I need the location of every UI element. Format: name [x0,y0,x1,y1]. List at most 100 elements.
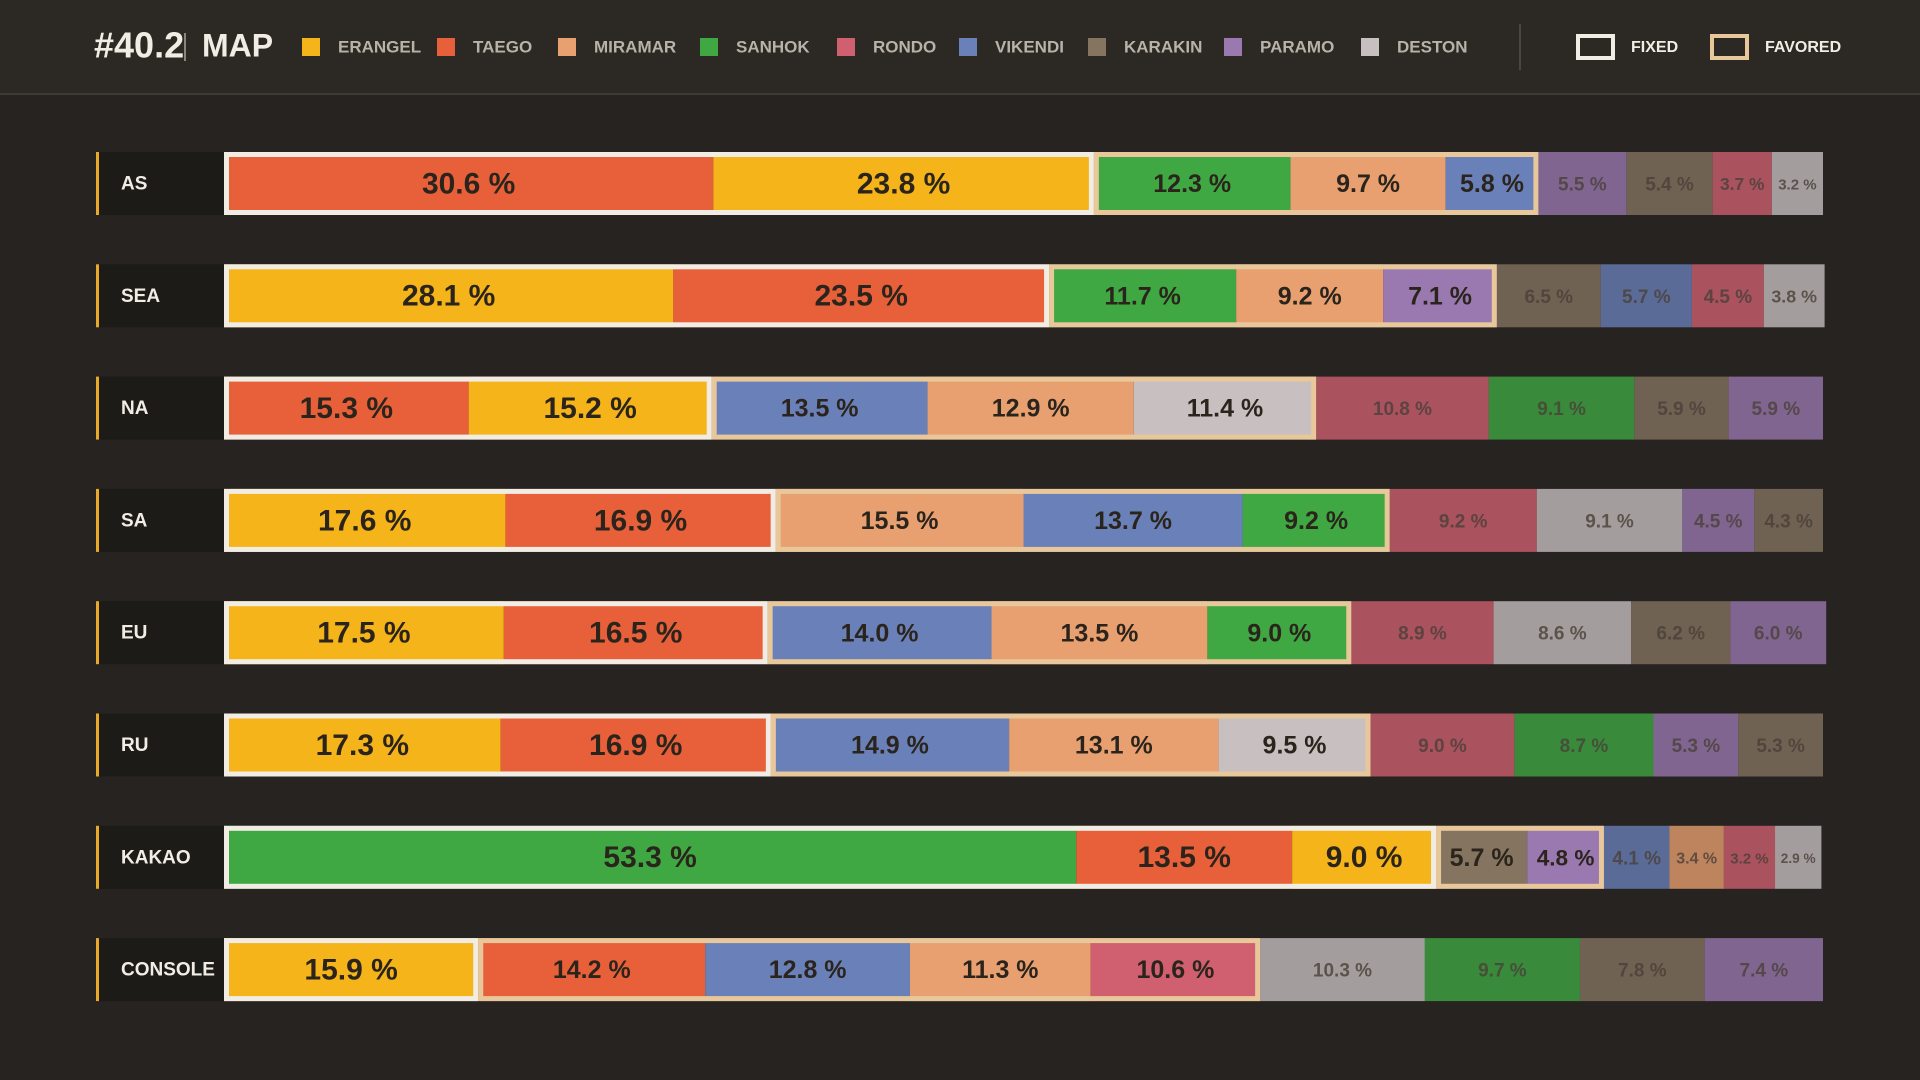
bar-segment [770,713,1010,777]
bar-segment [1090,938,1261,1002]
bar-segment [991,601,1208,665]
bar-segment [711,376,928,440]
bar-segment [224,938,479,1002]
bar-segment [1730,601,1827,665]
bar-segment [1691,264,1764,328]
frame-legend-label: FAVORED [1765,39,1841,56]
frame-legend-swatch [1576,34,1615,60]
value-label: 5.9 % [1657,399,1706,420]
bar-segment [1242,488,1390,552]
row-label: KAKAO [121,847,191,868]
legend-label: MIRAMAR [594,37,676,56]
value-label: 53.3 % [603,841,696,874]
legend-swatch [302,38,320,56]
value-label: 6.0 % [1754,624,1803,645]
bar-segment [1626,152,1713,215]
value-label: 9.0 % [1247,619,1311,647]
value-label: 10.6 % [1136,956,1214,984]
frame-favored [1436,825,1604,889]
legend-swatch [1224,38,1242,56]
frame-legend-swatch [1710,34,1749,60]
legend-label: PARAMO [1260,37,1334,56]
value-label: 9.2 % [1284,507,1348,535]
value-label: 13.5 % [1137,841,1230,874]
row-label-accent [96,376,99,440]
frame-favored [767,601,1352,665]
frame-fixed [224,713,771,777]
value-label: 14.0 % [841,619,919,647]
frame-legend-label: FIXED [1631,39,1678,56]
value-label: 4.8 % [1537,845,1595,870]
value-label: 30.6 % [422,167,515,200]
bar-segment [673,264,1050,328]
row-label: EU [121,623,147,644]
value-label: 6.5 % [1524,287,1573,308]
legend-swatch [837,38,855,56]
bar-segment [1076,825,1293,889]
value-label: 17.6 % [318,504,411,537]
value-label: 3.2 % [1778,176,1816,193]
row-label-bg [96,152,224,215]
frame-fixed [224,488,776,552]
value-label: 9.2 % [1278,282,1342,310]
bar-segment [224,713,501,777]
bar-segment [1723,825,1776,889]
row-label: SA [121,510,148,531]
bar-segment [1728,376,1823,440]
frame-favored [711,376,1317,440]
frame-favored [1093,152,1539,215]
frame-fixed [224,825,1437,889]
bar-segment [1763,264,1825,328]
value-label: 15.9 % [304,954,397,987]
bar-segment [1049,264,1237,328]
row-label-bg [96,713,224,777]
legend-label: ERANGEL [338,37,421,56]
legend-swatch [558,38,576,56]
value-label: 5.9 % [1752,399,1801,420]
value-label: 3.2 % [1730,850,1768,867]
value-label: 10.3 % [1313,961,1372,982]
value-label: 17.3 % [316,729,409,762]
bar-segment [1771,152,1823,215]
value-label: 23.5 % [814,280,907,313]
frame-favored [1049,264,1497,328]
row-label-accent [96,264,99,328]
bar-segment [1738,713,1823,777]
bar-segment [1579,938,1705,1002]
value-label: 14.9 % [851,732,929,760]
value-label: 7.1 % [1408,282,1472,310]
bar-segment [1527,825,1604,889]
value-label: 14.2 % [553,956,631,984]
value-label: 10.8 % [1373,399,1432,420]
row-label-accent [96,601,99,665]
row-label-bg [96,264,224,328]
value-label: 3.7 % [1720,174,1764,194]
bar-segment [224,376,469,440]
bar-segment [1754,488,1823,552]
bar-segment [1631,601,1731,665]
bar-segment [1704,938,1823,1002]
value-label: 7.4 % [1740,961,1789,982]
value-label: 15.2 % [543,392,636,425]
row-label-accent [96,938,99,1002]
value-label: 11.3 % [962,956,1038,984]
row-label: NA [121,398,149,419]
bar-segment [1207,601,1352,665]
value-label: 12.3 % [1153,170,1231,198]
frame-fixed [224,152,1094,215]
bar-segment [1603,825,1670,889]
value-label: 5.5 % [1558,175,1607,196]
bar-segment [1445,152,1539,215]
row-label-bg [96,601,224,665]
bar-segment [478,938,706,1002]
row-label-bg [96,938,224,1002]
frame-favored [478,938,1261,1002]
bar-segment [1023,488,1243,552]
row-label: AS [121,174,147,195]
bar-segment [1236,264,1384,328]
bar-segment [1370,713,1515,777]
value-label: 11.4 % [1187,395,1263,423]
bar-segment [1682,488,1755,552]
legend-label: KARAKIN [1124,37,1202,56]
value-label: 16.9 % [594,504,687,537]
